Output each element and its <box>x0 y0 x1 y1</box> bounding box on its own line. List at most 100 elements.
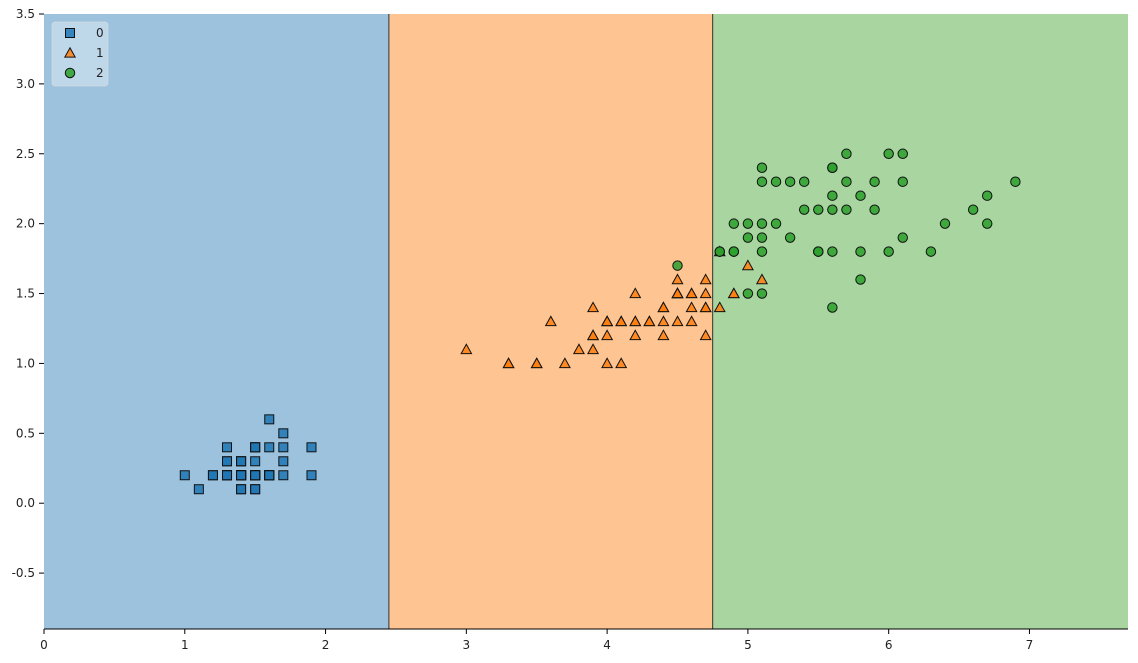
y-tick-label: 2.0 <box>16 217 35 231</box>
data-point-class-0 <box>250 456 261 467</box>
data-point-class-0 <box>236 470 247 481</box>
data-point-class-2 <box>827 246 838 257</box>
data-point-class-2 <box>827 204 838 215</box>
data-point-class-2 <box>897 232 908 243</box>
data-point-class-2 <box>756 176 768 187</box>
data-point-class-2 <box>756 218 768 229</box>
data-point-class-1 <box>615 357 628 369</box>
data-point-class-1 <box>699 301 712 313</box>
legend-marker-1 <box>63 46 77 58</box>
data-point-class-0 <box>250 470 261 481</box>
legend-marker-0 <box>65 28 75 38</box>
data-point-class-1 <box>544 315 557 327</box>
data-point-class-2 <box>925 246 937 257</box>
data-point-class-1 <box>741 259 754 271</box>
data-point-class-0 <box>222 470 233 481</box>
data-point-class-2 <box>672 260 683 271</box>
data-point-class-1 <box>530 357 543 369</box>
data-point-class-2 <box>967 204 979 215</box>
data-point-class-0 <box>236 456 247 467</box>
data-point-class-2 <box>742 288 754 299</box>
data-point-class-2 <box>841 176 852 187</box>
data-point-class-2 <box>756 246 768 257</box>
data-point-class-2 <box>855 190 866 201</box>
data-point-class-1 <box>643 315 656 327</box>
data-point-class-2 <box>981 190 993 201</box>
data-point-class-0 <box>193 484 204 495</box>
y-tick-label: 3.5 <box>16 7 35 21</box>
data-point-class-1 <box>601 357 614 369</box>
x-axis: 0 1 2 3 4 5 6 7 <box>40 628 1128 652</box>
data-point-class-1 <box>685 315 698 327</box>
data-point-class-2 <box>714 246 725 257</box>
data-point-class-1 <box>460 343 473 355</box>
data-point-class-0 <box>306 470 317 481</box>
data-point-class-1 <box>601 315 614 327</box>
data-point-class-2 <box>813 246 824 257</box>
data-point-class-0 <box>250 484 261 495</box>
y-tick-label: 1.5 <box>16 287 35 301</box>
legend-label-1: 1 <box>96 46 104 60</box>
data-point-class-2 <box>756 232 768 243</box>
data-point-class-2 <box>756 162 768 173</box>
decision-region-2 <box>712 14 1128 629</box>
x-tick-label: 5 <box>744 638 752 652</box>
data-point-class-1 <box>558 357 571 369</box>
data-point-class-2 <box>813 204 824 215</box>
data-point-class-1 <box>629 287 642 299</box>
data-point-class-1 <box>671 287 684 299</box>
data-point-class-1 <box>601 329 614 341</box>
decision-regions <box>44 14 1128 629</box>
y-tick-label: -0.5 <box>12 566 35 580</box>
data-point-class-1 <box>699 329 712 341</box>
data-point-class-0 <box>236 484 247 495</box>
decision-boundaries <box>388 14 714 629</box>
data-point-class-2 <box>897 176 908 187</box>
data-point-class-0 <box>264 414 275 425</box>
y-tick-label: 1.0 <box>16 356 35 370</box>
x-tick-label: 3 <box>463 638 471 652</box>
data-point-class-2 <box>784 176 796 187</box>
data-point-class-0 <box>278 470 289 481</box>
data-point-class-1 <box>685 301 698 313</box>
data-point-class-0 <box>278 456 289 467</box>
data-point-class-0 <box>207 470 218 481</box>
data-point-class-1 <box>671 273 684 285</box>
data-point-class-1 <box>615 315 628 327</box>
data-point-class-1 <box>713 301 726 313</box>
data-point-class-2 <box>728 246 740 257</box>
y-axis: -0.5 0.0 0.5 1.0 1.5 2.0 2.5 3.0 3.5 <box>12 7 44 580</box>
x-tick-label: 7 <box>1026 638 1034 652</box>
data-point-class-1 <box>671 315 684 327</box>
legend-label-2: 2 <box>96 66 104 80</box>
x-tick-label: 6 <box>885 638 893 652</box>
data-point-class-1 <box>502 357 515 369</box>
data-point-class-1 <box>685 287 698 299</box>
data-point-class-2 <box>756 288 768 299</box>
data-point-class-1 <box>657 301 670 313</box>
data-point-class-2 <box>897 148 908 159</box>
data-point-class-1 <box>657 329 670 341</box>
data-point-class-2 <box>827 162 838 173</box>
x-tick-label: 2 <box>322 638 330 652</box>
data-point-class-2 <box>883 246 894 257</box>
data-point-class-2 <box>869 204 880 215</box>
x-tick-label: 0 <box>40 638 48 652</box>
data-point-class-0 <box>222 456 233 467</box>
data-point-class-2 <box>939 218 951 229</box>
data-point-class-1 <box>699 273 712 285</box>
data-point-class-2 <box>841 148 852 159</box>
data-point-class-0 <box>278 428 289 439</box>
data-point-class-1 <box>727 287 740 299</box>
data-point-class-1 <box>629 315 642 327</box>
decision-region-0 <box>44 14 389 629</box>
data-point-class-1 <box>572 343 585 355</box>
data-point-class-0 <box>250 442 261 453</box>
data-point-class-2 <box>869 176 880 187</box>
data-point-class-2 <box>883 148 894 159</box>
data-point-class-2 <box>728 218 740 229</box>
x-tick-label: 1 <box>181 638 189 652</box>
data-point-class-2 <box>742 232 754 243</box>
y-tick-label: 0.0 <box>16 496 35 510</box>
